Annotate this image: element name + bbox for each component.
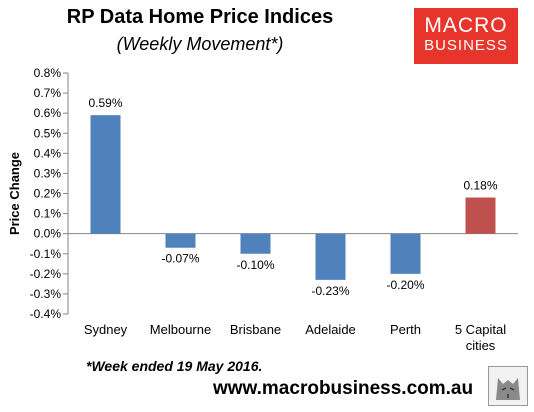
bar	[315, 233, 346, 280]
data-label: -0.07%	[161, 252, 199, 266]
y-axis-title: Price Change	[7, 152, 22, 235]
chart-subtitle: (Weekly Movement*)	[116, 34, 284, 54]
y-tick-label: -0.4%	[30, 307, 62, 321]
x-tick-label: Melbourne	[150, 322, 211, 337]
data-label: -0.10%	[236, 258, 274, 272]
y-tick-label: 0.4%	[34, 146, 62, 160]
website-url: www.macrobusiness.com.au	[213, 378, 474, 399]
wolf-logo-icon	[488, 366, 528, 406]
y-tick-label: -0.2%	[30, 267, 62, 281]
data-label: -0.20%	[386, 278, 424, 292]
y-tick-label: -0.1%	[30, 247, 62, 261]
bar	[465, 197, 496, 234]
y-tick-label: -0.3%	[30, 287, 62, 301]
logo-line-2: BUSINESS	[424, 37, 508, 54]
bar	[90, 115, 121, 234]
x-tick-label: Perth	[390, 322, 421, 337]
x-tick-label: cities	[466, 338, 496, 353]
y-tick-label: 0.6%	[34, 106, 62, 120]
data-label: 0.18%	[463, 179, 497, 193]
logo-line-1: MACRO	[424, 14, 508, 37]
y-tick-label: 0.5%	[34, 126, 62, 140]
bar	[240, 233, 271, 254]
x-tick-label: Sydney	[84, 322, 128, 337]
y-tick-label: 0.1%	[34, 207, 62, 221]
y-tick-label: 0.2%	[34, 187, 62, 201]
data-label: -0.23%	[311, 284, 349, 298]
y-tick-label: 0.7%	[34, 86, 62, 100]
x-tick-label: 5 Capital	[455, 322, 506, 337]
bar	[165, 233, 196, 248]
footnote: *Week ended 19 May 2016.	[86, 358, 263, 374]
x-tick-label: Adelaide	[305, 322, 356, 337]
data-label: 0.59%	[88, 96, 122, 110]
x-tick-label: Brisbane	[230, 322, 281, 337]
y-tick-label: 0.0%	[34, 227, 62, 241]
y-tick-label: 0.3%	[34, 166, 62, 180]
y-tick-label: 0.8%	[34, 66, 62, 80]
macrobusiness-logo: MACRO BUSINESS	[414, 8, 518, 64]
chart-title: RP Data Home Price Indices	[66, 6, 334, 28]
bar	[390, 233, 421, 274]
